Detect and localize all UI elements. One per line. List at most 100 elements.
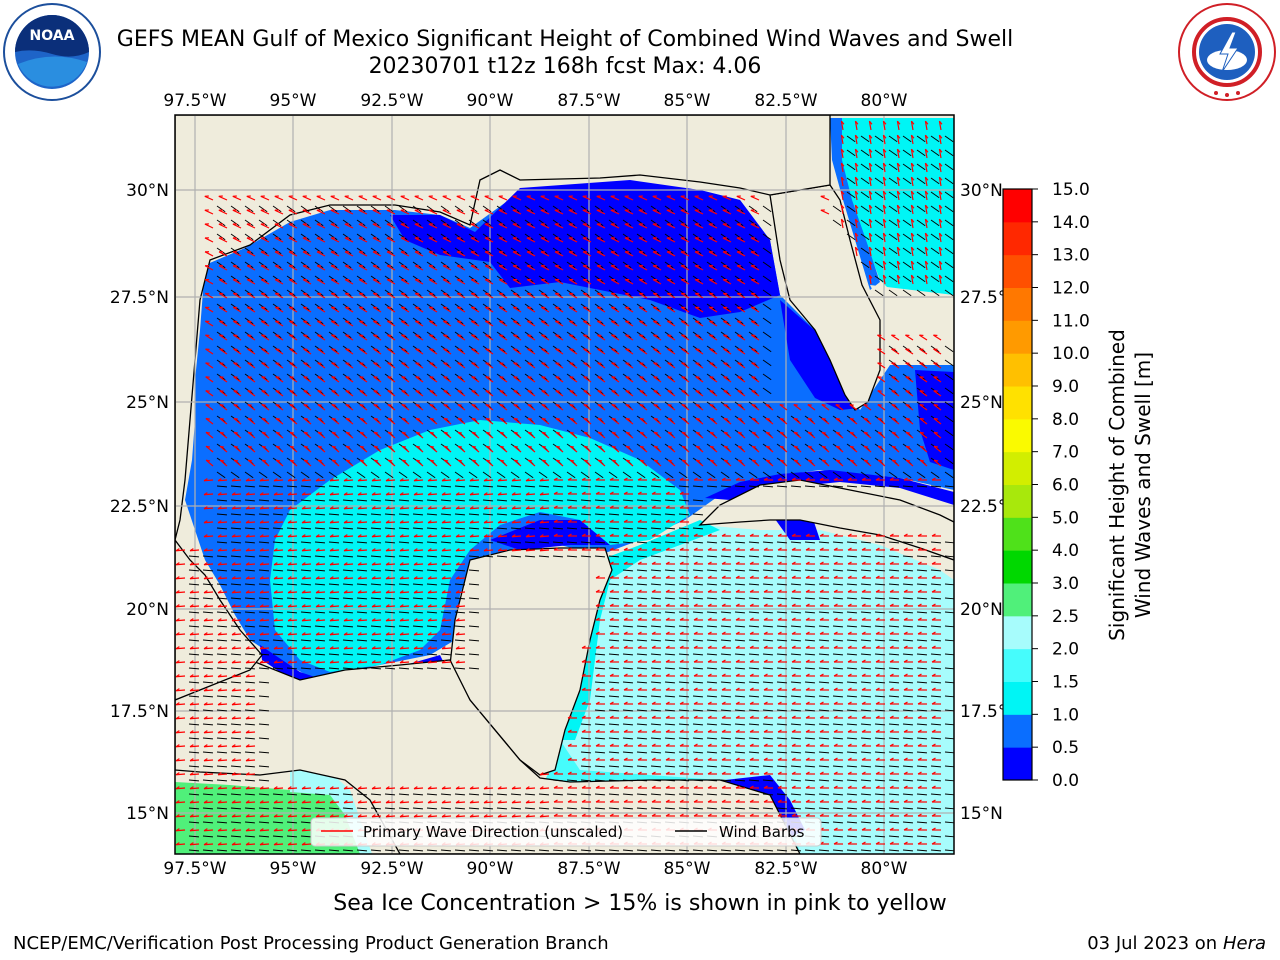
wind-barb — [538, 289, 548, 297]
wave-arrow-head — [807, 417, 812, 420]
wave-arrow-head — [513, 431, 518, 434]
wave-direction-arrow — [386, 279, 396, 285]
wave-direction-arrow — [246, 306, 256, 313]
wind-barb — [244, 247, 254, 255]
wave-direction-arrow — [868, 247, 872, 257]
wave-direction-arrow — [541, 376, 550, 383]
wave-direction-arrow — [331, 376, 340, 383]
wave-direction-arrow — [499, 390, 508, 397]
wave-direction-arrow — [910, 149, 914, 159]
wind-barb — [230, 261, 240, 269]
wave-direction-arrow — [386, 195, 396, 201]
wave-direction-arrow — [387, 348, 396, 355]
wave-arrow-head — [597, 445, 603, 448]
wave-arrow-head — [415, 417, 420, 420]
wave-arrow-head — [821, 445, 827, 448]
wind-barb — [580, 219, 590, 227]
wave-direction-arrow — [750, 279, 760, 285]
wave-direction-arrow — [905, 334, 914, 341]
wave-direction-arrow — [737, 348, 746, 355]
wind-barb — [370, 247, 380, 255]
wave-arrow-head — [639, 431, 644, 434]
wave-direction-arrow — [583, 404, 592, 411]
wave-arrow-head — [220, 459, 225, 462]
wave-arrow-head — [752, 459, 757, 462]
wave-direction-arrow — [596, 306, 606, 313]
wave-arrow-head — [896, 218, 901, 223]
wind-barb — [748, 275, 758, 283]
wave-direction-arrow — [723, 334, 732, 341]
wave-direction-arrow — [938, 163, 942, 173]
wave-direction-arrow — [667, 320, 676, 327]
wave-direction-arrow — [512, 279, 522, 285]
wave-direction-arrow — [722, 237, 732, 243]
wave-direction-arrow — [288, 265, 298, 271]
wave-arrow-head — [499, 445, 505, 448]
wave-direction-arrow — [289, 334, 298, 341]
wave-direction-arrow — [526, 292, 536, 299]
wind-barb — [622, 289, 632, 297]
wave-arrow-head — [906, 459, 911, 462]
wave-arrow-head — [933, 390, 938, 392]
wave-direction-arrow — [868, 205, 872, 215]
wave-direction-arrow — [442, 237, 452, 243]
wave-direction-arrow — [457, 390, 466, 397]
wave-direction-arrow — [722, 279, 732, 285]
wind-barb — [594, 219, 604, 227]
wind-barb — [314, 261, 324, 269]
wave-direction-arrow — [597, 404, 606, 411]
wave-arrow-head — [891, 417, 896, 420]
wave-direction-arrow — [625, 376, 634, 383]
wave-direction-arrow — [247, 404, 256, 411]
wave-direction-arrow — [582, 306, 592, 313]
wind-barb — [902, 135, 912, 143]
wave-direction-arrow — [387, 334, 396, 341]
wave-arrow-head — [457, 431, 462, 434]
wave-arrow-head — [868, 162, 873, 167]
wave-direction-arrow — [401, 418, 410, 425]
wave-direction-arrow — [597, 418, 606, 425]
wave-arrow-head — [346, 459, 351, 462]
wave-direction-arrow — [428, 279, 438, 285]
wind-barb — [496, 233, 506, 241]
wave-direction-arrow — [456, 279, 466, 285]
wind-barb — [902, 247, 912, 255]
wind-barb — [552, 261, 562, 269]
wave-arrow-head — [611, 390, 616, 392]
wave-arrow-head — [882, 204, 887, 209]
wave-arrow-head — [219, 417, 224, 420]
wind-barb — [566, 275, 576, 283]
wind-barb — [748, 219, 758, 227]
wave-direction-arrow — [428, 292, 438, 299]
wind-barb — [944, 387, 954, 395]
wave-direction-arrow — [527, 362, 536, 369]
wave-direction-arrow — [568, 209, 578, 215]
wave-direction-arrow — [345, 404, 354, 411]
wave-direction-arrow — [597, 362, 606, 369]
wave-direction-arrow — [330, 195, 340, 201]
wave-arrow-head — [485, 404, 490, 406]
wave-direction-arrow — [499, 320, 508, 327]
wind-barb — [594, 275, 604, 283]
wave-arrow-head — [882, 274, 887, 279]
wave-direction-arrow — [359, 334, 368, 341]
wind-barb — [706, 289, 716, 297]
wave-arrow-head — [457, 390, 462, 392]
wave-arrow-head — [205, 404, 210, 406]
wave-arrow-head — [854, 148, 859, 153]
wave-direction-arrow — [498, 292, 508, 299]
wave-arrow-head — [275, 390, 280, 392]
wave-direction-arrow — [896, 121, 900, 131]
wave-direction-arrow — [639, 376, 648, 383]
wave-arrow-head — [868, 176, 873, 181]
wave-direction-arrow — [317, 390, 326, 397]
wave-direction-arrow — [868, 177, 872, 187]
wave-direction-arrow — [611, 376, 620, 383]
wind-barb — [650, 261, 660, 269]
wave-arrow-head — [247, 431, 252, 434]
wind-barb — [930, 275, 940, 283]
wind-barb — [398, 289, 408, 297]
wave-direction-arrow — [854, 247, 858, 257]
wave-direction-arrow — [779, 418, 788, 425]
wave-direction-arrow — [400, 195, 410, 201]
